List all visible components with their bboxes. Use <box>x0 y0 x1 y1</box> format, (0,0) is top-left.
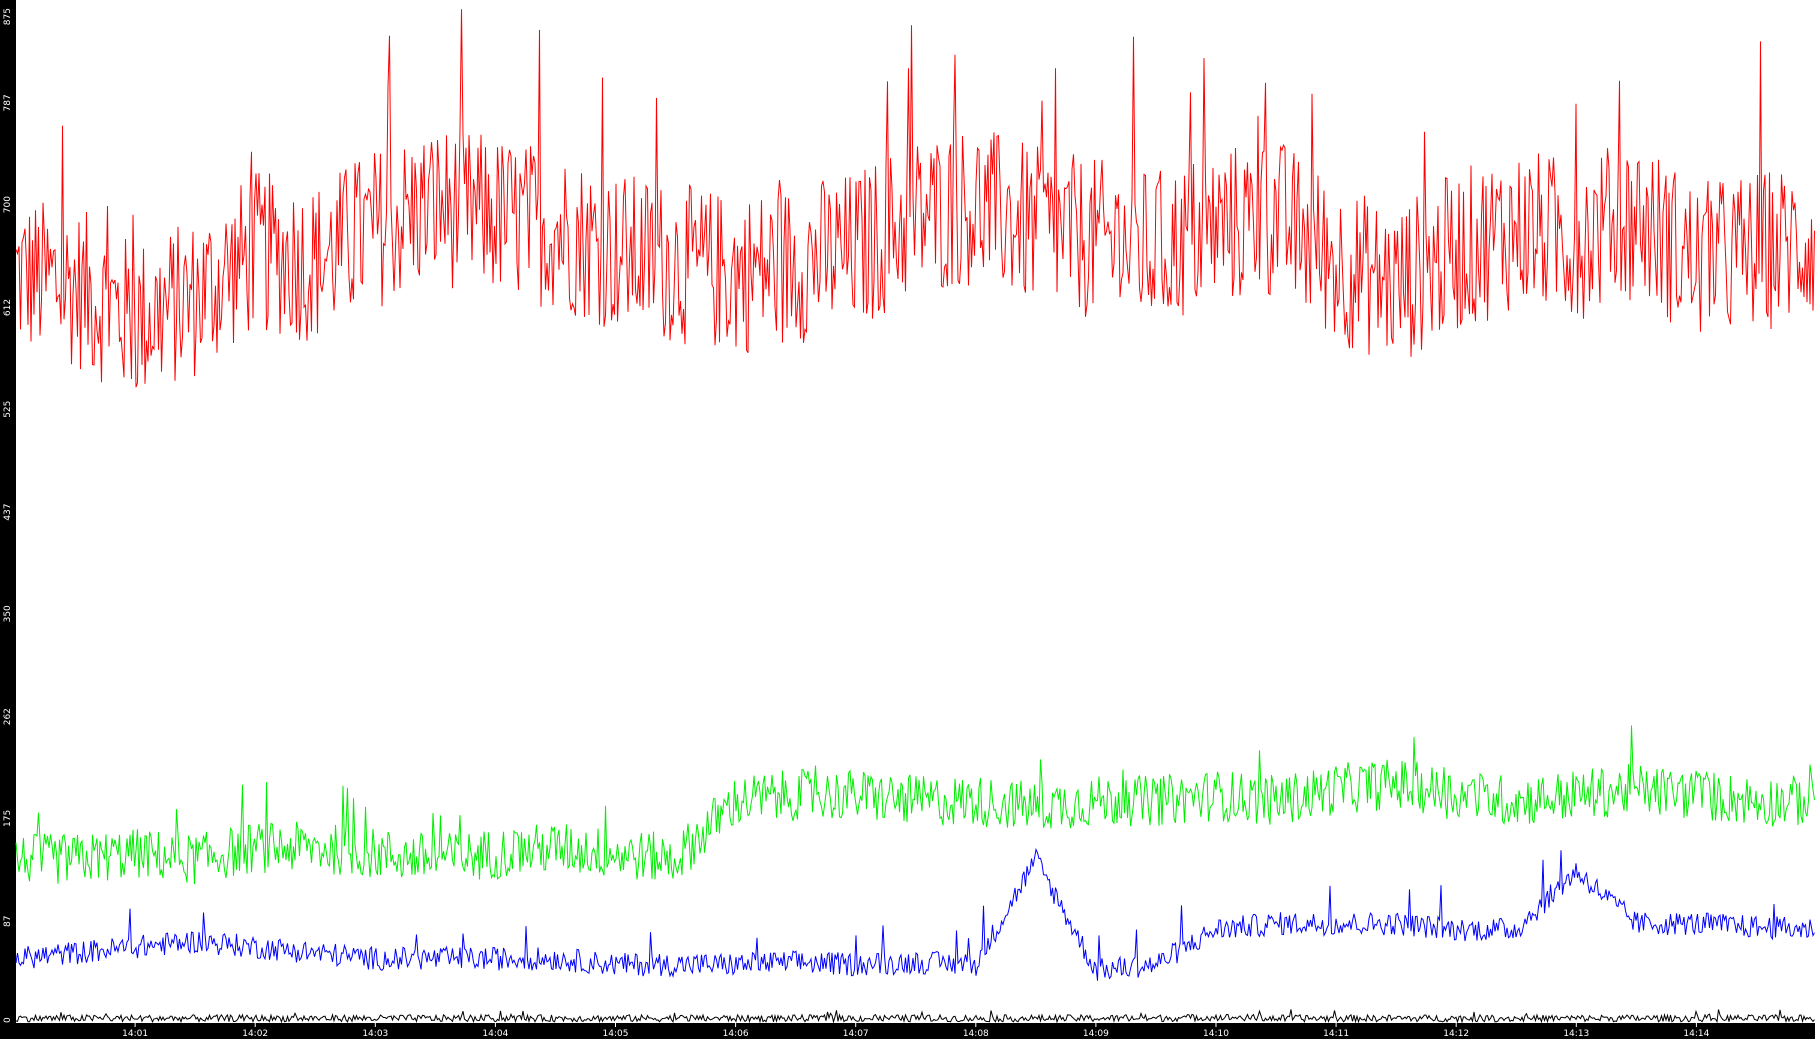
plot-area <box>16 0 1815 1023</box>
x-tick-label: 14:01 <box>122 1029 148 1039</box>
series-line-1 <box>15 725 1815 885</box>
y-tick-label: 525 <box>3 401 13 418</box>
x-tick-label: 14:04 <box>482 1029 508 1039</box>
y-tick-label: 612 <box>3 299 13 316</box>
x-tick-label: 14:12 <box>1443 1029 1469 1039</box>
x-tick-label: 14:03 <box>362 1029 388 1039</box>
x-tick-label: 14:06 <box>723 1029 749 1039</box>
series-line-0 <box>15 9 1815 388</box>
y-tick-label: 700 <box>3 196 13 213</box>
x-tick-label: 14:14 <box>1683 1029 1709 1039</box>
y-tick-label: 87 <box>3 916 13 927</box>
series-line-2 <box>15 847 1815 981</box>
y-tick-label: 787 <box>3 94 13 111</box>
y-tick-label: 350 <box>3 605 13 622</box>
x-tick-label: 14:07 <box>843 1029 869 1039</box>
y-tick-label: 262 <box>3 708 13 725</box>
series-line-3 <box>15 1009 1815 1024</box>
x-axis-band <box>0 1023 1815 1039</box>
x-tick-label: 14:05 <box>603 1029 629 1039</box>
x-tick-label: 14:13 <box>1563 1029 1589 1039</box>
y-tick-label: 875 <box>3 8 13 25</box>
y-tick-label: 437 <box>3 503 13 520</box>
x-tick-label: 14:02 <box>242 1029 268 1039</box>
x-tick-label: 14:10 <box>1203 1029 1229 1039</box>
x-tick-label: 14:09 <box>1083 1029 1109 1039</box>
y-tick-label: 175 <box>3 810 13 827</box>
y-axis-band <box>0 0 16 1039</box>
y-tick-label: 0 <box>3 1017 13 1023</box>
x-tick-label: 14:08 <box>963 1029 989 1039</box>
x-tick-label: 14:11 <box>1323 1029 1349 1039</box>
